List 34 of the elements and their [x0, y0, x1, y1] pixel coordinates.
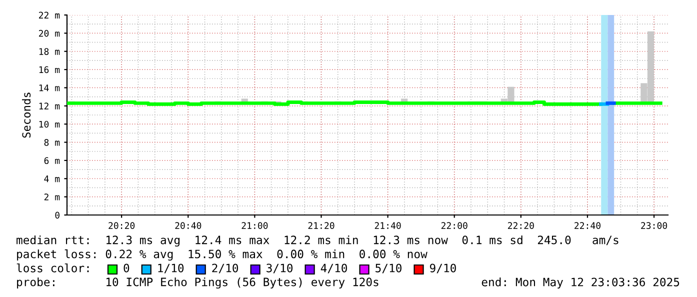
x-tick-label: 22:20 [508, 222, 534, 229]
y-axis-title: Seconds [22, 92, 31, 138]
y-tick-label: 16 m [39, 66, 60, 74]
y-tick-label: 4 m [44, 176, 60, 182]
text: packet loss: 0.22 % avg 15.50 % max 0.00 % min 0.00 % now [17, 249, 428, 261]
y-tick-label: 20 m [38, 30, 60, 37]
text: loss color: [16, 263, 89, 272]
legend-label: 4/10 [320, 264, 347, 274]
x-tick-label: 21:00 [242, 222, 268, 229]
legend-label: 9/10 [430, 264, 456, 274]
legend-label: 5/10 [376, 264, 402, 274]
x-tick-label: 21:20 [308, 222, 334, 229]
legend-label: 0 [124, 264, 130, 272]
y-tick-label: 12 m [39, 102, 60, 110]
y-tick-label: 2 m [44, 194, 60, 200]
legend-label: 1/10 [158, 264, 184, 274]
text: end: Mon May 12 23:03:36 2025 [482, 278, 680, 289]
y-tick-label: 6 m [44, 157, 60, 164]
x-tick-label: 20:40 [175, 222, 202, 229]
x-tick-label: 22:00 [441, 222, 468, 229]
text: median rtt: 12.3 ms avg 12.4 ms max 12.2 ms min 12.3 ms now 0.1 ms sd 245.0 am/s [16, 235, 618, 247]
x-tick-label: 20:20 [108, 222, 135, 229]
y-tick-label: 10 m [39, 120, 60, 128]
x-tick-label: 23:00 [641, 222, 668, 229]
y-tick-label: 8 m [44, 139, 60, 146]
legend-label: 2/10 [212, 264, 238, 274]
x-tick-label: 21:40 [374, 222, 401, 229]
text: probe: 10 ICMP Echo Pings (56 Bytes) every 120s [17, 277, 378, 289]
legend-label: 3/10 [266, 264, 293, 274]
y-tick-label: 22 m [38, 12, 60, 18]
y-tick-label: 0 [55, 212, 60, 219]
y-tick-label: 18 m [39, 48, 60, 55]
x-tick-label: 22:40 [574, 222, 600, 229]
y-tick-label: 14 m [39, 84, 60, 92]
